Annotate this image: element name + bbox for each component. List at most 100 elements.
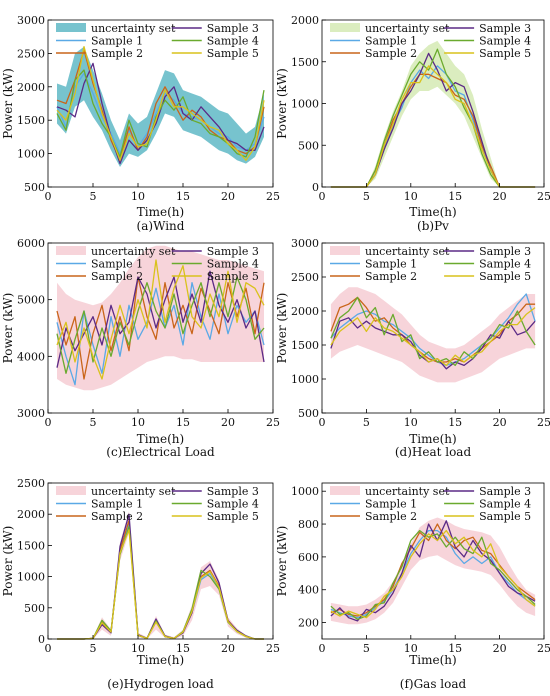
legend-entry: uncertainty set [91, 245, 176, 258]
x-tick-label: 10 [404, 416, 418, 429]
x-tick-label: 5 [363, 190, 370, 203]
chart-panel-6: 0 5 10 15 20 25 200 400 600 800 1000 Time(h) Power (… [275, 482, 550, 691]
x-tick-label: 0 [45, 190, 52, 203]
x-tick-label: 25 [537, 642, 550, 655]
series-line-5 [56, 46, 265, 161]
series-line-3 [330, 520, 536, 622]
x-axis-label: Time(h) [137, 205, 184, 219]
legend-entry: Sample 1 [365, 498, 417, 511]
series-line-2 [57, 519, 264, 640]
y-tick-label: 1500 [17, 539, 45, 552]
x-tick-label: 0 [319, 416, 326, 429]
y-axis-label: Power (kW) [275, 68, 289, 139]
x-tick-label: 20 [493, 416, 507, 429]
axes-frame [47, 242, 274, 414]
y-tick-label: 1000 [291, 485, 319, 498]
y-tick-label: 2500 [17, 477, 45, 490]
y-tick-label: 4000 [17, 350, 45, 363]
x-tick-label: 15 [176, 416, 190, 429]
x-tick-label: 10 [131, 416, 145, 429]
legend-entry: Sample 5 [207, 270, 259, 283]
x-tick-label: 25 [266, 190, 280, 203]
legend-entry: Sample 5 [479, 47, 531, 60]
axes-frame [321, 242, 545, 414]
series-line-5 [330, 307, 536, 367]
y-tick-label: 2000 [291, 305, 319, 318]
legend-entry: uncertainty set [365, 245, 450, 258]
y-axis-label: Power (kW) [1, 526, 15, 597]
x-tick-label: 0 [45, 642, 52, 655]
chart-panel-3: 0 5 10 15 20 25 3000 4000 5000 6000 Time(h) Power (… [1, 237, 280, 459]
legend-entry: Sample 1 [365, 35, 417, 48]
y-tick-label: 600 [298, 551, 319, 564]
series-line-4 [57, 526, 264, 640]
legend-entry: uncertainty set [365, 22, 450, 35]
legend-entry: uncertainty set [91, 22, 176, 35]
legend-entry: Sample 5 [207, 47, 259, 60]
legend-entry: uncertainty set [91, 485, 176, 498]
x-axis-label: Time(h) [137, 653, 184, 667]
legend-entry: Sample 5 [479, 510, 531, 523]
x-tick-label: 15 [176, 642, 190, 655]
legend-entry: Sample 3 [207, 245, 259, 258]
x-tick-label: 0 [319, 642, 326, 655]
panel-caption: (f)Gas load [400, 677, 467, 691]
x-tick-label: 20 [221, 642, 235, 655]
y-tick-label: 500 [298, 139, 319, 152]
series-line-2 [56, 49, 265, 161]
y-tick-label: 500 [24, 602, 45, 615]
x-tick-label: 5 [363, 642, 370, 655]
y-tick-label: 2000 [17, 81, 45, 94]
y-tick-label: 0 [312, 181, 319, 194]
legend-band-swatch [330, 486, 360, 495]
x-axis-label: Time(h) [409, 653, 456, 667]
y-tick-label: 2500 [291, 271, 319, 284]
legend-band-swatch [56, 23, 86, 32]
series-line-5 [56, 259, 265, 380]
x-tick-label: 10 [131, 190, 145, 203]
y-tick-label: 1000 [291, 373, 319, 386]
legend-entry: Sample 2 [91, 270, 143, 283]
x-tick-label: 15 [176, 190, 190, 203]
y-tick-label: 5000 [17, 294, 45, 307]
x-axis-label: Time(h) [137, 432, 184, 446]
y-tick-label: 400 [298, 584, 319, 597]
panel-caption: (e)Hydrogen load [107, 677, 214, 691]
x-tick-label: 25 [537, 190, 550, 203]
legend-band-swatch [56, 246, 86, 255]
x-tick-label: 20 [493, 642, 507, 655]
legend-entry: Sample 4 [207, 35, 259, 48]
panel-caption: (b)Pv [417, 219, 449, 233]
x-tick-label: 15 [448, 190, 462, 203]
y-tick-label: 3000 [17, 407, 45, 420]
series-line-5 [57, 529, 264, 640]
legend-entry: Sample 3 [479, 245, 531, 258]
panel-caption: (c)Electrical Load [106, 445, 215, 459]
legend-entry: Sample 1 [91, 498, 143, 511]
y-tick-label: 1000 [17, 148, 45, 161]
series-line-5 [330, 529, 536, 619]
series-line-3 [56, 62, 265, 165]
y-tick-label: 1000 [17, 571, 45, 584]
legend-entry: Sample 1 [91, 35, 143, 48]
legend-entry: Sample 5 [479, 270, 531, 283]
x-tick-label: 25 [266, 416, 280, 429]
y-tick-label: 500 [298, 407, 319, 420]
y-tick-label: 3000 [17, 14, 45, 27]
x-tick-label: 10 [131, 642, 145, 655]
y-axis-label: Power (kW) [275, 293, 289, 364]
x-tick-label: 20 [493, 190, 507, 203]
series-line-1 [57, 522, 264, 640]
series-line-2 [330, 73, 536, 188]
x-axis-label: Time(h) [409, 205, 456, 219]
legend-entry: Sample 4 [207, 258, 259, 271]
chart-panel-5: 0 5 10 15 20 25 0 500 1000 1500 2000 2500 Time(h) Pow… [1, 477, 280, 691]
legend-band-swatch [56, 486, 86, 495]
x-tick-label: 5 [90, 190, 97, 203]
legend-entry: Sample 3 [479, 22, 531, 35]
